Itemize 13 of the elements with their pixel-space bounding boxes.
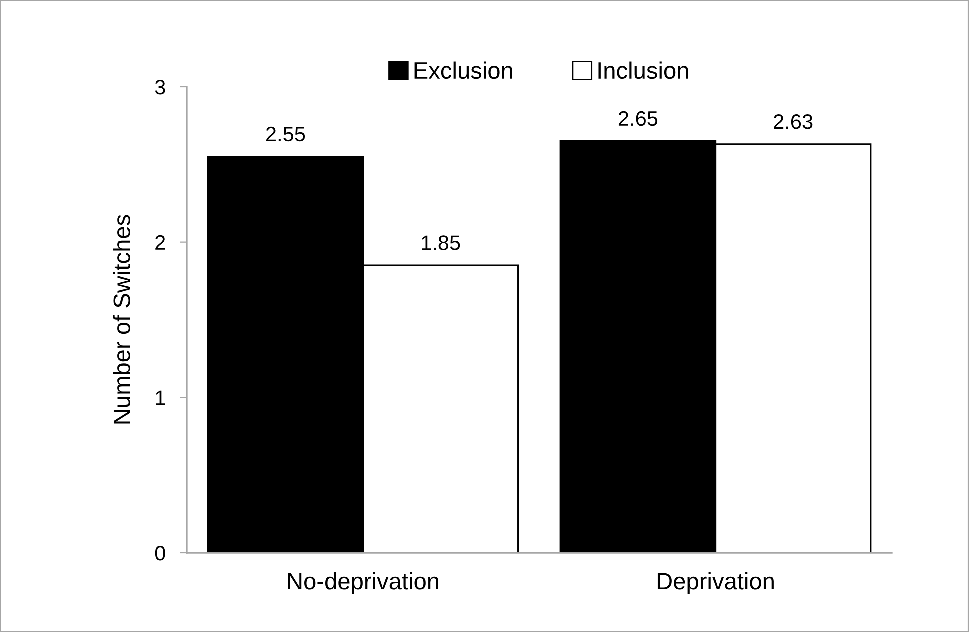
data-label: 1.85: [422, 236, 460, 250]
data-label: 2.55: [266, 126, 306, 142]
y-tick-label: 2: [156, 235, 166, 250]
x-tick-label: Deprivation: [658, 572, 774, 594]
y-tick-label: 3: [155, 80, 166, 95]
y-tick-label: 1: [156, 390, 166, 406]
legend-label: Exclusion: [414, 62, 512, 80]
x-tick-label: No-deprivation: [288, 572, 438, 594]
y-tick-label: 0: [155, 546, 166, 561]
data-label: 2.65: [618, 111, 658, 126]
y-axis-title: Number of Switches: [113, 215, 130, 424]
data-label: 2.63: [774, 114, 813, 130]
legend-label: Inclusion: [598, 62, 688, 80]
